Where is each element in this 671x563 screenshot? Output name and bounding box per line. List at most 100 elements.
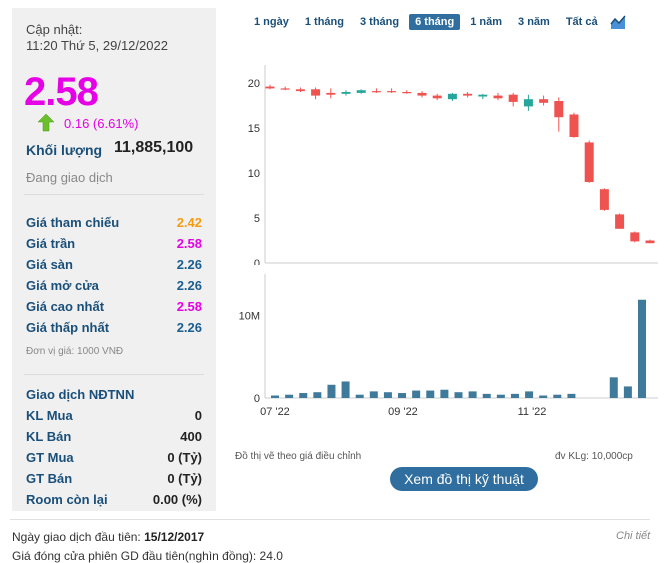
foreign-row: GT Bán 0 (Tỷ) xyxy=(26,471,202,486)
volume-unit-note: đv KLg: 10,000cp xyxy=(555,451,633,462)
volume-bar xyxy=(313,392,322,398)
tab-period[interactable]: 1 ngày xyxy=(254,16,289,28)
candle-body xyxy=(463,93,473,96)
volume-bar xyxy=(412,390,421,398)
adjusted-price-note: Đồ thị vẽ theo giá điều chỉnh xyxy=(235,451,362,462)
price-row: Giá thấp nhất 2.26 xyxy=(26,320,202,335)
candle-body xyxy=(478,94,488,97)
first-day-label: Ngày giao dịch đầu tiên: xyxy=(12,530,141,544)
price-y-tick: 20 xyxy=(248,78,260,90)
divider xyxy=(24,374,204,375)
volume-bar xyxy=(369,391,378,398)
volume-bar xyxy=(355,394,364,398)
volume-bar xyxy=(510,393,519,398)
price-row-value: 2.58 xyxy=(176,236,202,251)
foreign-row-value: 0 xyxy=(194,408,202,423)
candle-body xyxy=(630,232,640,242)
tab-period[interactable]: 1 năm xyxy=(470,16,503,28)
price-row-value: 2.26 xyxy=(176,278,202,293)
volume-y-tick: 0 xyxy=(254,393,260,405)
foreign-row: KL Mua 0 xyxy=(26,408,202,423)
current-price: 2.58 xyxy=(24,70,99,114)
foreign-title: Giao dịch NĐTNN xyxy=(26,387,135,402)
volume-bar xyxy=(525,391,534,398)
price-row: Giá cao nhất 2.58 xyxy=(26,299,202,314)
candle-body xyxy=(432,95,442,99)
candle-body xyxy=(523,99,533,107)
volume-bar xyxy=(553,394,562,398)
price-row-value: 2.26 xyxy=(176,257,202,272)
candle-body xyxy=(417,92,427,96)
price-row-label: Giá tham chiếu xyxy=(26,215,120,230)
volume-bar xyxy=(398,393,407,398)
candle-body xyxy=(356,90,366,93)
price-y-tick: 5 xyxy=(254,213,260,225)
foreign-row: Room còn lại 0.00 (%) xyxy=(26,492,202,507)
price-y-tick: 15 xyxy=(248,123,260,135)
price-row-label: Giá thấp nhất xyxy=(26,320,110,335)
price-row-label: Giá sàn xyxy=(26,257,73,272)
footer-divider xyxy=(10,519,650,520)
volume-bar xyxy=(638,299,646,398)
price-change: 0.16 (6.61%) xyxy=(64,115,139,131)
candle-body xyxy=(402,92,412,94)
candle-body xyxy=(508,94,518,102)
volume-bar xyxy=(468,391,477,398)
candle-body xyxy=(599,189,609,210)
update-label: Cập nhật: xyxy=(26,22,83,37)
price-row-label: Giá mở cửa xyxy=(26,278,99,293)
candle-body xyxy=(584,142,594,182)
price-row: Giá mở cửa 2.26 xyxy=(26,278,202,293)
foreign-row-value: 0 (Tỷ) xyxy=(167,450,202,465)
tab-period[interactable]: 3 năm xyxy=(518,16,550,28)
technical-chart-button[interactable]: Xem đồ thị kỹ thuật xyxy=(390,467,538,491)
foreign-row-value: 0 (Tỷ) xyxy=(167,471,202,486)
candle-body xyxy=(615,214,625,229)
candle-body xyxy=(341,92,351,94)
detail-link[interactable]: Chi tiết xyxy=(616,530,651,542)
tab-period[interactable]: 6 tháng xyxy=(409,14,461,30)
price-row-value: 2.26 xyxy=(176,320,202,335)
volume-bar xyxy=(440,389,449,398)
x-tick-label: 07 '22 xyxy=(260,406,290,418)
candle-body xyxy=(311,89,321,96)
foreign-row-label: GT Bán xyxy=(26,471,73,486)
volume-bar xyxy=(609,377,618,398)
foreign-row-label: Room còn lại xyxy=(26,492,108,507)
volume-bar xyxy=(327,384,336,398)
candle-body xyxy=(326,92,336,95)
foreign-row-label: KL Mua xyxy=(26,408,73,423)
foreign-row-value: 0.00 (%) xyxy=(152,492,202,507)
candle-body xyxy=(569,114,579,137)
candle-body xyxy=(554,101,564,118)
candle-body xyxy=(295,89,305,92)
foreign-row-label: KL Bán xyxy=(26,429,72,444)
price-row: Giá sàn 2.26 xyxy=(26,257,202,272)
line-chart-icon[interactable] xyxy=(610,14,626,30)
candle-body xyxy=(645,240,655,244)
first-close-price: Giá đóng cửa phiên GD đầu tiên(nghìn đồn… xyxy=(12,549,283,563)
candle-body xyxy=(387,91,397,93)
trading-status: Đang giao dịch xyxy=(26,170,113,185)
volume-bar xyxy=(383,392,392,398)
volume-label: Khối lượng xyxy=(26,142,103,158)
foreign-row-label: GT Mua xyxy=(26,450,74,465)
x-tick-label: 11 '22 xyxy=(518,406,547,418)
tab-period[interactable]: 3 tháng xyxy=(359,16,400,28)
price-row: Giá trần 2.58 xyxy=(26,236,202,251)
price-row-value: 2.58 xyxy=(176,299,202,314)
volume-bar xyxy=(341,381,350,398)
candle-body xyxy=(493,95,503,99)
volume-bar xyxy=(482,393,491,398)
price-y-tick: 10 xyxy=(248,168,260,180)
price-row: Giá tham chiếu 2.42 xyxy=(26,215,202,230)
foreign-row: KL Bán 400 xyxy=(26,429,202,444)
price-row-label: Giá trần xyxy=(26,236,76,251)
volume-bar xyxy=(271,395,279,398)
tab-period[interactable]: 1 tháng xyxy=(304,16,344,28)
tab-period[interactable]: Tất cả xyxy=(565,16,598,28)
foreign-row-value: 400 xyxy=(180,429,202,444)
update-time: 11:20 Thứ 5, 29/12/2022 xyxy=(26,38,168,53)
candle-body xyxy=(371,91,381,93)
candle-body xyxy=(539,99,549,103)
